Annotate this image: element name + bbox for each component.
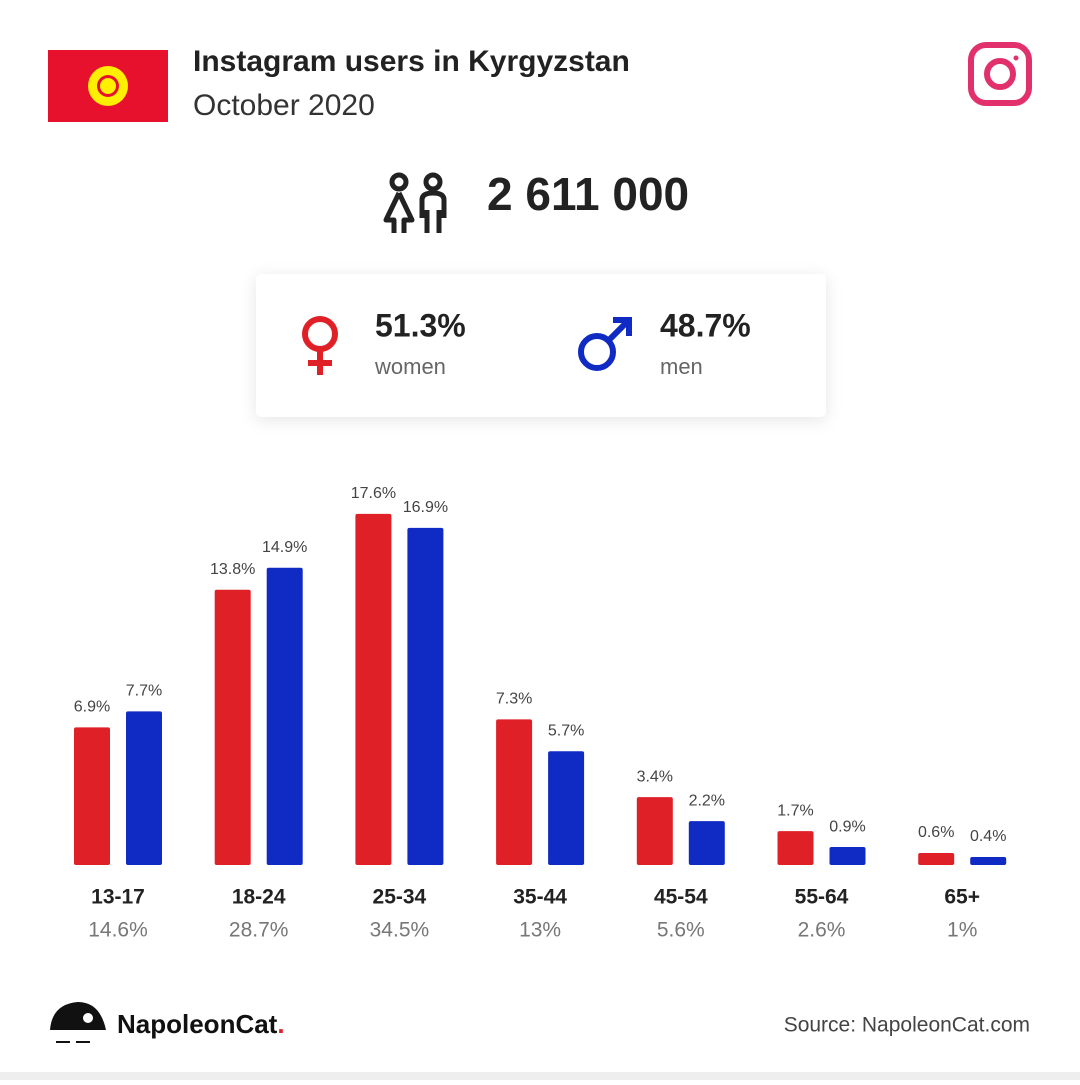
men-share: 48.7% [660,307,751,343]
value-label: 17.6% [351,485,396,502]
category-total: 28.7% [229,919,289,942]
value-label: 7.3% [496,691,532,708]
value-label: 13.8% [210,561,255,578]
value-label: 3.4% [637,768,673,785]
subtitle: October 2020 [193,89,375,122]
total-users: 2 611 000 [487,168,689,220]
category-label: 55-64 [795,886,849,909]
female-symbol [302,316,338,375]
category-label: 25-34 [373,886,427,909]
value-label: 2.2% [689,792,725,809]
brand-text: NapoleonCat [117,1009,278,1039]
bar [970,857,1007,865]
flag [48,50,168,122]
category-label: 18-24 [232,886,286,909]
male-symbol [578,317,632,371]
brand-name: NapoleonCat. [117,1009,285,1039]
value-label: 0.9% [829,818,865,835]
women-label: women [374,354,446,379]
people-icon [383,172,447,233]
brand-dot: . [277,1009,284,1039]
value-label: 7.7% [126,683,162,700]
bar [918,853,955,865]
bar [407,527,444,865]
category-label: 65+ [944,886,980,909]
title: Instagram users in Kyrgyzstan [193,45,630,78]
gender-card [256,274,826,417]
category-total: 1% [947,919,977,942]
value-label: 14.9% [262,539,307,556]
source: Source: NapoleonCat.com [784,1014,1030,1037]
bar [688,821,725,865]
women-share: 51.3% [375,307,466,343]
bar [829,847,866,865]
bar [266,567,303,865]
value-label: 1.7% [777,802,813,819]
men-label: men [660,354,703,379]
bar [636,797,673,865]
category-total: 2.6% [798,919,846,942]
bar [214,589,251,865]
value-label: 6.9% [74,699,110,716]
bar [74,727,110,865]
value-label: 16.9% [403,499,448,516]
category-total: 13% [519,919,561,942]
bar [496,719,533,865]
category-total: 14.6% [88,919,148,942]
bar [355,513,392,865]
brand-logo [50,1002,106,1043]
category-total: 5.6% [657,919,705,942]
instagram-icon [968,42,1032,106]
bar [548,751,585,865]
bar [126,711,162,865]
value-label: 5.7% [548,723,584,740]
value-label: 0.4% [970,828,1006,845]
category-label: 13-17 [91,886,145,909]
category-total: 34.5% [370,919,430,942]
bottom-strip [0,1072,1080,1080]
bar [777,831,814,865]
category-label: 35-44 [513,886,567,909]
category-label: 45-54 [654,886,708,909]
value-label: 0.6% [918,824,954,841]
